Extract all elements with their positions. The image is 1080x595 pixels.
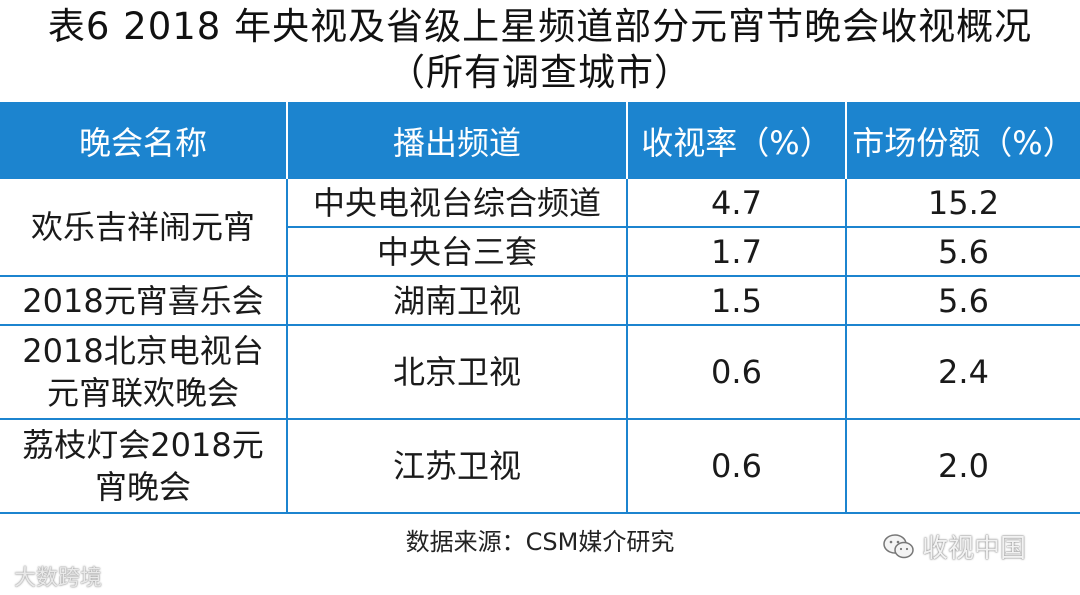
watermark-right: 收视中国 — [882, 528, 1026, 565]
rating-cell: 1.5 — [627, 276, 847, 326]
title-line-1: 表6 2018 年央视及省级上星频道部分元宵节晚会收视概况 — [47, 5, 1033, 48]
channel-cell: 湖南卫视 — [287, 276, 628, 326]
wechat-icon — [883, 533, 914, 558]
channel-cell: 北京卫视 — [287, 325, 628, 420]
share-cell: 5.6 — [846, 276, 1080, 326]
rating-cell: 1.7 — [627, 227, 847, 277]
gala-name-cell: 欢乐吉祥闹元宵 — [0, 179, 288, 277]
rating-cell: 0.6 — [627, 419, 847, 514]
table-row: 中央台三套 1.7 5.6 — [0, 227, 1080, 277]
share-cell: 15.2 — [846, 179, 1080, 228]
table-title: 表6 2018 年央视及省级上星频道部分元宵节晚会收视概况 （所有调查城市） — [0, 4, 1080, 96]
table-row: 2018元宵喜乐会 湖南卫视 1.5 5.6 — [0, 276, 1080, 326]
channel-cell: 江苏卫视 — [287, 419, 628, 514]
gala-name-line-1: 2018北京电视台 — [22, 332, 264, 370]
gala-name: 2018元宵喜乐会 — [22, 281, 264, 320]
watermark-right-text: 收视中国 — [922, 534, 1027, 564]
gala-name: 欢乐吉祥闹元宵 — [30, 208, 255, 246]
gala-name-line-2: 宵晚会 — [94, 468, 191, 506]
rating-cell: 0.6 — [627, 325, 847, 420]
gala-name-cell: 2018北京电视台 元宵联欢晚会 — [0, 325, 288, 420]
gala-name-cell: 2018元宵喜乐会 — [0, 276, 288, 326]
gala-name-line-1: 荔枝灯会2018元 — [22, 426, 264, 464]
table-row: 欢乐吉祥闹元宵 中央电视台综合频道 4.7 15.2 — [0, 179, 1080, 277]
share-cell: 2.4 — [846, 325, 1080, 420]
gala-name-line-2: 元宵联欢晚会 — [46, 374, 239, 412]
column-header-channel: 播出频道 — [287, 102, 628, 179]
share-cell: 2.0 — [846, 419, 1080, 514]
table-row: 2018北京电视台 元宵联欢晚会 北京卫视 0.6 2.4 — [0, 325, 1080, 420]
table-header-row: 晚会名称 播出频道 收视率（%） 市场份额（%） — [0, 102, 1080, 179]
title-line-2: （所有调查城市） — [388, 51, 692, 94]
channel-cell: 中央台三套 — [287, 227, 628, 277]
ratings-table: 晚会名称 播出频道 收视率（%） 市场份额（%） 欢乐吉祥闹元宵 中央电视台综合… — [0, 102, 1080, 514]
channel-cell: 中央电视台综合频道 — [287, 179, 628, 228]
gala-name-cell: 荔枝灯会2018元 宵晚会 — [0, 419, 288, 514]
column-header-share: 市场份额（%） — [846, 102, 1080, 179]
rating-cell: 4.7 — [627, 179, 847, 228]
column-header-gala-name: 晚会名称 — [0, 102, 288, 179]
data-source-note: 数据来源：CSM媒介研究 — [405, 528, 675, 556]
table-row: 荔枝灯会2018元 宵晚会 江苏卫视 0.6 2.0 — [0, 419, 1080, 514]
share-cell: 5.6 — [846, 227, 1080, 277]
column-header-rating: 收视率（%） — [627, 102, 847, 179]
watermark-left: 大数跨境 — [14, 566, 103, 591]
